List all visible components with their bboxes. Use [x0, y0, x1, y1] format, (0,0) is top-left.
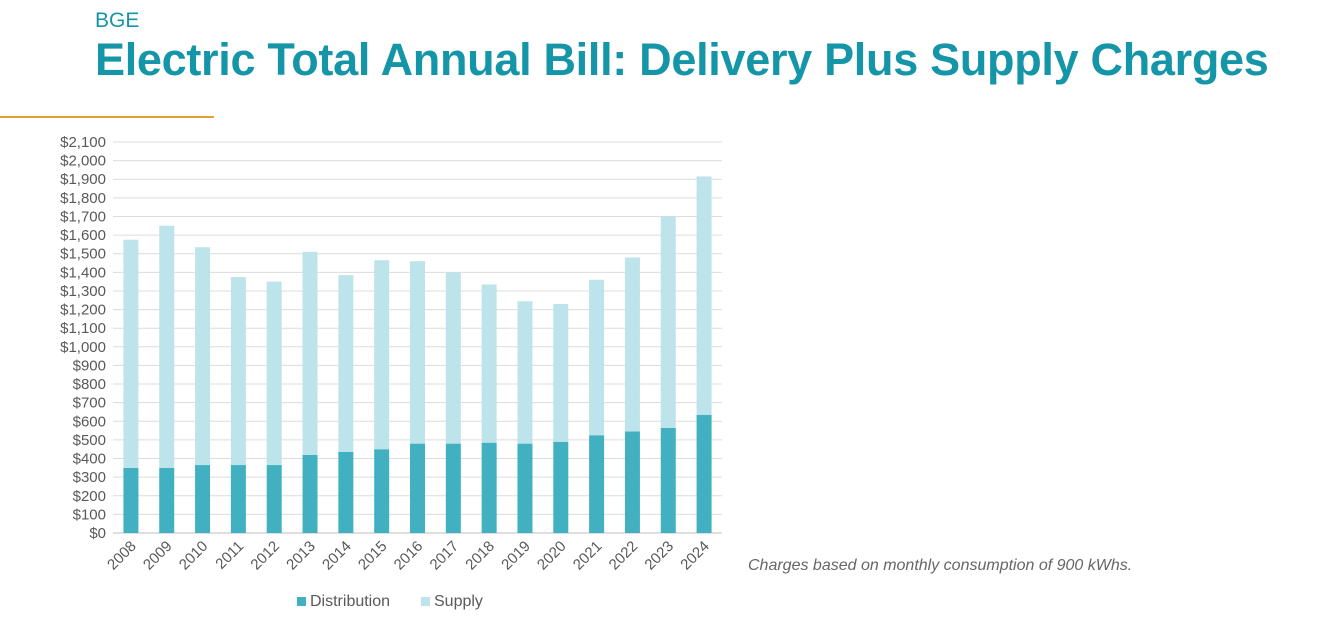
bar-supply-2008	[123, 239, 139, 468]
y-tick-label: $600	[73, 413, 106, 430]
y-tick-label: $400	[73, 451, 106, 468]
bar-supply-2022	[624, 257, 640, 432]
y-axis-labels: $0$100$200$300$400$500$600$700$800$900$1…	[60, 134, 106, 542]
x-tick-label: 2023	[641, 538, 677, 574]
bar-supply-2013	[302, 251, 318, 455]
y-tick-label: $200	[73, 488, 106, 505]
y-tick-label: $2,000	[60, 153, 106, 170]
x-tick-label: 2016	[391, 538, 427, 574]
bar-distribution-2024	[696, 414, 712, 533]
y-tick-label: $500	[73, 432, 106, 449]
y-tick-label: $700	[73, 395, 106, 412]
x-tick-label: 2020	[534, 538, 570, 574]
bar-distribution-2019	[517, 443, 533, 533]
bar-distribution-2017	[445, 443, 461, 533]
y-tick-label: $1,900	[60, 171, 106, 188]
bar-distribution-2020	[553, 441, 569, 533]
bar-supply-2019	[517, 301, 533, 444]
y-tick-label: $1,400	[60, 264, 106, 281]
x-tick-label: 2021	[570, 538, 606, 574]
bar-distribution-2018	[481, 442, 497, 533]
stacked-bar-chart: $0$100$200$300$400$500$600$700$800$900$1…	[60, 134, 722, 610]
x-tick-label: 2019	[498, 538, 534, 574]
y-tick-label: $1,200	[60, 302, 106, 319]
bar-distribution-2022	[624, 431, 640, 533]
x-tick-label: 2009	[140, 538, 176, 574]
x-tick-label: 2018	[462, 538, 498, 574]
legend-swatch	[421, 597, 430, 606]
bar-distribution-2015	[374, 449, 390, 533]
bar-supply-2018	[481, 284, 497, 443]
x-tick-label: 2008	[104, 538, 140, 574]
bars	[123, 176, 712, 533]
y-tick-label: $100	[73, 506, 106, 523]
legend-label: Supply	[434, 593, 483, 610]
x-axis-labels: 2008 2009 2010 2011 2012 2013 2014 2015 2016 2017…	[104, 538, 713, 574]
bar-distribution-2012	[266, 465, 282, 533]
bar-supply-2021	[589, 279, 605, 436]
y-tick-label: $1,500	[60, 246, 106, 263]
y-tick-label: $1,600	[60, 227, 106, 244]
bar-distribution-2011	[230, 465, 246, 533]
bar-supply-2024	[696, 176, 712, 415]
legend-swatch	[297, 597, 306, 606]
x-tick-label: 2017	[427, 538, 463, 574]
y-tick-label: $2,100	[60, 134, 106, 151]
x-tick-label: 2015	[355, 538, 391, 574]
y-tick-label: $300	[73, 469, 106, 486]
org-name: BGE	[95, 9, 140, 32]
bar-supply-2010	[195, 247, 211, 466]
x-tick-label: 2011	[212, 538, 247, 573]
title-underline	[0, 116, 214, 118]
legend: Distribution Supply	[297, 593, 483, 610]
bar-distribution-2010	[195, 465, 211, 533]
y-tick-label: $1,700	[60, 208, 106, 225]
x-tick-label: 2010	[176, 538, 212, 574]
bar-supply-2014	[338, 275, 354, 453]
y-tick-label: $1,100	[60, 320, 106, 337]
y-tick-label: $0	[89, 525, 106, 542]
bar-distribution-2016	[410, 443, 425, 533]
bar-distribution-2008	[123, 467, 139, 533]
x-tick-label: 2013	[283, 538, 319, 574]
legend-label: Distribution	[310, 593, 390, 610]
y-tick-label: $1,300	[60, 283, 106, 300]
page-title: Electric Total Annual Bill: Delivery Plu…	[95, 34, 1269, 85]
bar-supply-2016	[410, 261, 425, 444]
y-tick-label: $800	[73, 376, 106, 393]
x-tick-label: 2024	[677, 538, 713, 574]
footnote: Charges based on monthly consumption of …	[748, 557, 1133, 574]
bar-supply-2009	[159, 225, 175, 468]
y-tick-label: $1,800	[60, 190, 106, 207]
bar-distribution-2023	[660, 427, 676, 533]
x-tick-label: 2022	[606, 538, 642, 574]
bar-supply-2015	[374, 260, 390, 450]
bar-supply-2012	[266, 281, 282, 466]
y-tick-label: $900	[73, 357, 106, 374]
bar-distribution-2009	[159, 467, 175, 533]
bar-supply-2020	[553, 303, 569, 442]
x-tick-label: 2014	[319, 538, 355, 574]
bar-distribution-2021	[589, 435, 605, 533]
y-tick-label: $1,000	[60, 339, 106, 356]
bar-supply-2017	[445, 272, 461, 444]
bar-distribution-2013	[302, 454, 318, 533]
x-tick-label: 2012	[247, 538, 283, 574]
bar-supply-2023	[660, 216, 676, 428]
bar-supply-2011	[230, 276, 246, 466]
bar-distribution-2014	[338, 452, 354, 533]
